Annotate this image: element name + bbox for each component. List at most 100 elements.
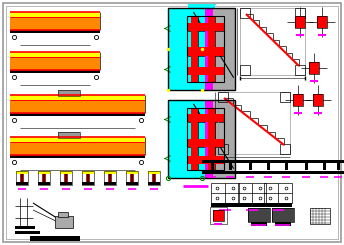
Bar	[20, 173, 24, 183]
Bar	[58, 90, 80, 96]
Bar	[314, 171, 334, 174]
Bar	[108, 173, 112, 183]
Bar	[38, 171, 50, 173]
Bar	[295, 65, 305, 75]
Bar	[126, 171, 138, 173]
Bar	[187, 108, 224, 170]
Bar	[15, 231, 40, 234]
Bar	[208, 108, 215, 170]
Bar	[16, 171, 28, 185]
Bar	[38, 183, 50, 185]
Bar	[275, 222, 291, 226]
Bar	[130, 173, 134, 183]
Bar	[211, 162, 214, 170]
Bar	[336, 162, 340, 170]
Bar	[65, 173, 67, 183]
Bar	[10, 155, 145, 158]
Bar	[240, 8, 250, 18]
Bar	[248, 162, 251, 170]
Bar	[296, 160, 316, 163]
Bar	[104, 171, 116, 185]
Bar	[168, 8, 235, 90]
Bar	[264, 183, 292, 203]
Bar	[43, 173, 45, 183]
Bar	[58, 132, 80, 138]
Bar	[218, 144, 228, 154]
Bar	[295, 8, 305, 18]
Bar	[220, 171, 240, 174]
Bar	[148, 171, 160, 173]
Bar	[82, 171, 94, 173]
Bar	[240, 171, 260, 174]
Bar	[238, 183, 266, 203]
Bar	[16, 183, 28, 185]
Bar	[202, 160, 222, 163]
Bar	[87, 173, 89, 183]
Bar	[280, 144, 290, 154]
Bar	[248, 208, 270, 222]
Bar	[82, 171, 94, 173]
Bar	[295, 16, 305, 28]
Bar	[276, 160, 296, 163]
Bar	[284, 162, 288, 170]
Bar	[218, 92, 290, 154]
Bar	[220, 160, 240, 163]
Bar	[86, 173, 90, 183]
Bar	[248, 208, 270, 222]
Bar	[30, 236, 80, 241]
Bar	[202, 171, 222, 174]
Bar	[276, 171, 296, 174]
Bar	[58, 212, 68, 217]
Bar	[240, 160, 260, 163]
Bar	[313, 94, 323, 106]
Bar	[240, 171, 260, 174]
Bar	[220, 160, 240, 163]
Bar	[211, 183, 239, 203]
Bar	[60, 171, 72, 173]
Bar	[187, 114, 224, 122]
Bar	[60, 171, 72, 173]
Bar	[258, 160, 278, 163]
Bar	[328, 160, 344, 163]
Bar	[296, 160, 316, 163]
Bar	[187, 16, 224, 82]
Bar	[126, 171, 138, 173]
Bar	[317, 16, 327, 28]
Bar	[296, 171, 316, 174]
Bar	[238, 203, 266, 207]
Bar	[211, 203, 239, 207]
Bar	[328, 171, 344, 174]
Bar	[202, 171, 222, 174]
Bar	[104, 171, 116, 173]
Bar	[317, 16, 327, 28]
Bar	[202, 160, 222, 163]
Bar	[228, 162, 232, 170]
Bar	[192, 108, 198, 170]
Bar	[148, 171, 160, 173]
Bar	[131, 173, 133, 183]
Bar	[104, 183, 116, 185]
Bar	[126, 171, 138, 185]
Bar	[218, 92, 228, 102]
Bar	[187, 139, 224, 147]
Bar	[295, 16, 305, 28]
Bar	[276, 171, 296, 174]
Bar	[168, 100, 235, 178]
Bar	[38, 171, 50, 173]
Bar	[328, 160, 344, 163]
Bar	[153, 173, 155, 183]
Bar	[213, 210, 224, 221]
Bar	[168, 8, 193, 90]
Bar	[220, 171, 240, 174]
Bar	[64, 173, 68, 183]
Bar	[16, 171, 28, 173]
Bar	[272, 208, 294, 222]
Bar	[293, 94, 303, 106]
Bar	[10, 113, 145, 116]
Bar	[267, 162, 269, 170]
Bar	[314, 160, 334, 163]
Bar	[148, 183, 160, 185]
Bar	[187, 47, 224, 56]
Bar	[10, 30, 100, 33]
Bar	[148, 171, 160, 185]
